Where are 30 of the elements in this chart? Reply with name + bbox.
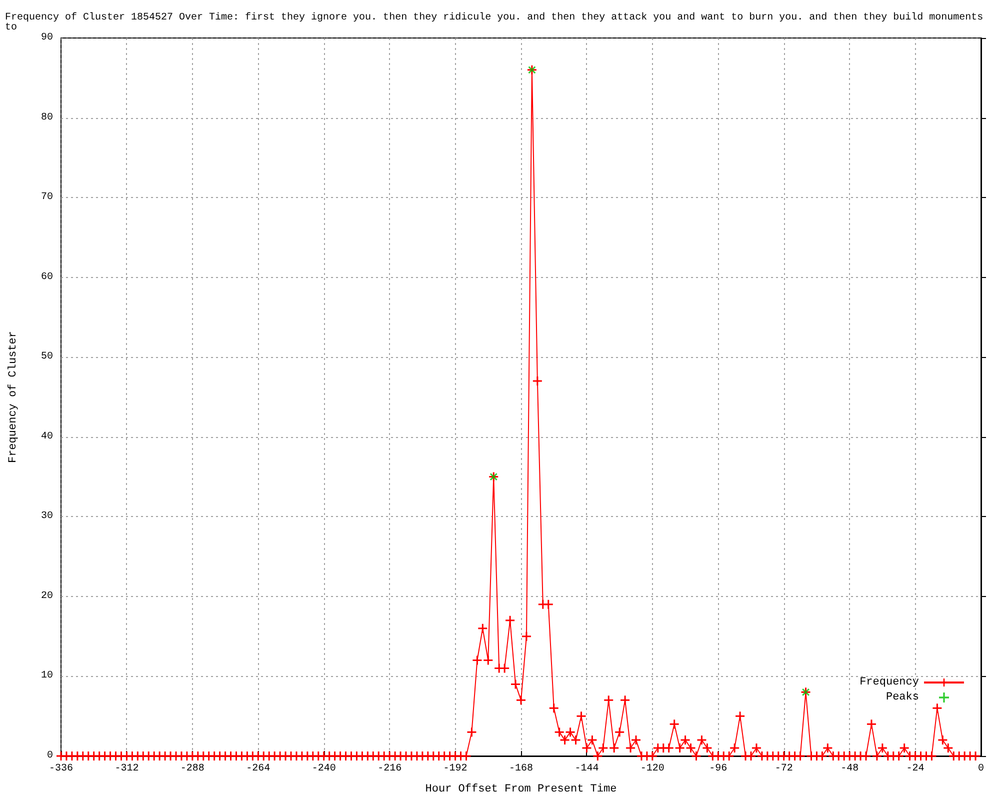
x-tick-label: -48 <box>840 764 859 774</box>
y-tick-label: 20 <box>40 590 53 602</box>
x-tick-label: -240 <box>312 764 336 774</box>
x-tick-label: -288 <box>180 764 204 774</box>
y-tick-label: 70 <box>40 192 53 204</box>
y-tick-label: 60 <box>40 272 53 283</box>
x-tick-label: -216 <box>378 764 402 774</box>
x-tick-label: -264 <box>246 764 270 774</box>
x-tick-label: -24 <box>906 764 924 774</box>
y-tick-label: 40 <box>40 431 53 442</box>
x-tick-label: -192 <box>443 764 468 774</box>
legend-label: Peaks <box>886 692 919 704</box>
y-tick-label: 10 <box>40 670 53 682</box>
x-axis-title: Hour Offset From Present Time <box>425 784 617 796</box>
x-tick-label: -96 <box>709 764 728 774</box>
x-tick-label: -312 <box>114 764 139 774</box>
x-tick-label: 0 <box>978 764 984 774</box>
x-tick-label: -144 <box>574 764 599 774</box>
x-tick-label: -72 <box>774 764 793 774</box>
x-tick-label: -336 <box>48 764 74 774</box>
y-tick-label: 0 <box>46 750 53 762</box>
y-tick-label: 30 <box>40 511 53 522</box>
y-tick-label: 90 <box>40 32 53 44</box>
x-tick-label: -120 <box>640 764 664 774</box>
x-tick-label: -168 <box>508 764 534 774</box>
y-tick-label: 50 <box>40 352 53 363</box>
y-axis-title: Frequency of Cluster <box>8 330 20 464</box>
y-tick-label: 80 <box>40 112 53 124</box>
chart-title: Frequency of Cluster 1854527 Over Time: first they ignore you. then they ridicule you. and then they attack you and want to burn you. and then they build monuments to <box>5 12 990 34</box>
legend-label: Frequency <box>860 676 920 688</box>
